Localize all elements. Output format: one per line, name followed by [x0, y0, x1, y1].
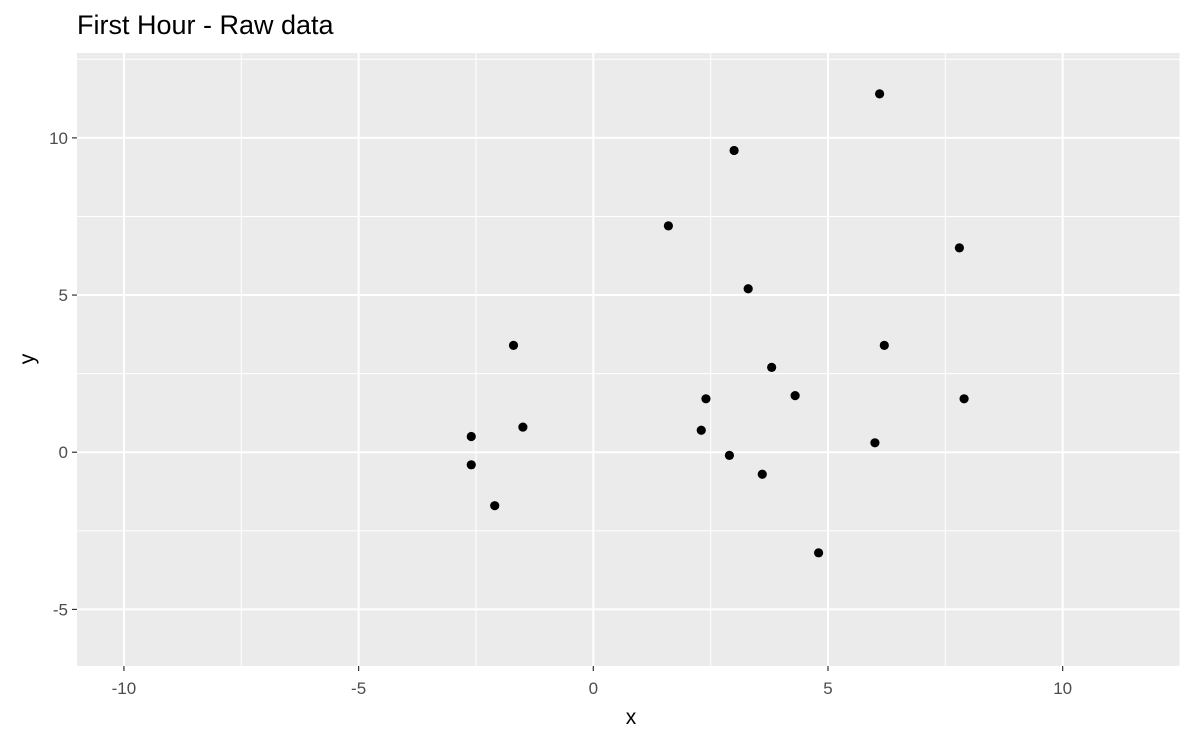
x-tick-label: 0: [589, 679, 598, 698]
minor-gridlines: [77, 53, 1181, 666]
data-point: [729, 145, 739, 156]
data-point: [466, 431, 476, 442]
plot-panel: [77, 53, 1180, 666]
data-point: [518, 422, 528, 432]
data-point: [701, 394, 711, 404]
x-tick-label: 5: [823, 679, 832, 698]
data-point: [879, 340, 889, 350]
data-point: [757, 469, 767, 479]
major-gridlines: [77, 53, 1180, 666]
x-tick-label: -10: [112, 679, 137, 698]
data-point: [466, 460, 476, 470]
data-point: [954, 243, 965, 253]
y-axis-ticks: -5 0 5 10: [49, 129, 77, 619]
data-point: [490, 501, 500, 511]
x-tick-label: 10: [1053, 679, 1072, 698]
data-point: [767, 362, 777, 372]
y-tick-label: 5: [59, 286, 68, 305]
x-axis-title: x: [626, 706, 637, 729]
x-tick-label: -5: [351, 679, 366, 698]
data-point: [696, 425, 706, 435]
data-point: [875, 89, 885, 99]
y-tick-label: 10: [49, 129, 68, 148]
data-points: [466, 89, 969, 558]
x-axis-ticks: -10 -5 0 5 10: [112, 666, 1072, 698]
y-tick-label: 0: [59, 443, 68, 462]
y-axis-title: y: [16, 353, 39, 364]
y-tick-label: -5: [53, 600, 68, 619]
data-point: [813, 548, 824, 558]
data-point: [790, 391, 800, 401]
data-point: [743, 284, 753, 294]
chart-title: First Hour - Raw data: [77, 10, 335, 40]
data-point: [959, 394, 969, 404]
data-point: [508, 340, 519, 350]
data-point: [724, 450, 735, 460]
data-point: [870, 438, 880, 448]
data-point: [663, 221, 673, 231]
